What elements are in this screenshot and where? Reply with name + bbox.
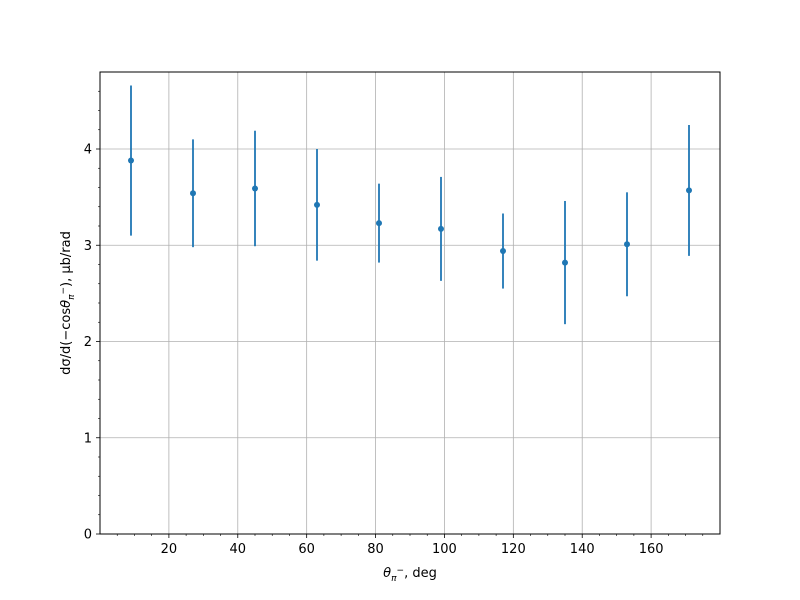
data-series (128, 85, 692, 325)
x-tick-label: 100 (432, 542, 457, 557)
y-tick-label: 2 (84, 335, 92, 350)
data-point (190, 190, 196, 197)
grid (100, 72, 720, 535)
x-tick-label: 20 (161, 542, 178, 557)
y-tick-label: 1 (84, 431, 92, 446)
x-tick-label: 40 (230, 542, 247, 557)
data-point (438, 225, 444, 232)
x-tick-label: 60 (298, 542, 315, 557)
data-point (686, 187, 692, 194)
x-tick-label: 160 (639, 542, 664, 557)
data-point (624, 241, 630, 248)
y-axis-label: dσ/d(−cosθπ−), μb/rad (59, 231, 77, 375)
axis-ticks: 20 40 60 80 100 120 140 160 0 1 2 3 4 (84, 90, 704, 557)
data-point (314, 201, 320, 208)
data-point (376, 220, 382, 227)
data-point (252, 185, 258, 192)
y-tick-label: 0 (84, 528, 92, 543)
data-point (562, 259, 568, 266)
y-tick-label: 4 (84, 143, 92, 158)
y-tick-label: 3 (84, 239, 92, 254)
x-tick-label: 120 (501, 542, 526, 557)
x-tick-label: 80 (367, 542, 384, 557)
data-point (500, 248, 506, 255)
data-point (128, 157, 134, 164)
x-axis-label: θπ−, deg (383, 566, 437, 584)
x-tick-label: 140 (570, 542, 595, 557)
